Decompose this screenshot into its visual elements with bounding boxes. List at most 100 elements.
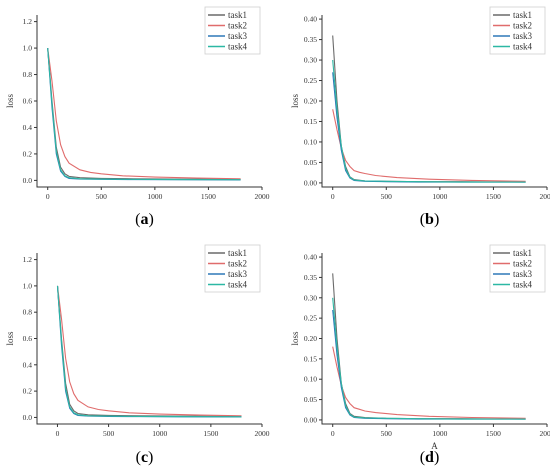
x-tick-label: 1000: [152, 429, 167, 438]
x-tick-label: 500: [96, 192, 108, 201]
y-tick-label: 0.35: [304, 273, 317, 282]
series-line-task1: [47, 48, 241, 180]
y-axis-label: loss: [5, 331, 15, 346]
series-line-task3: [332, 309, 526, 420]
x-tick-label: 500: [381, 429, 393, 438]
x-tick-label: 0: [46, 192, 50, 201]
y-tick-label: 0.10: [304, 375, 317, 384]
series-line-task4: [56, 285, 242, 418]
legend-label-task3: task3: [513, 31, 532, 41]
panel-label-letter: b: [425, 211, 434, 228]
axis-frame: [321, 253, 547, 425]
legend-label-task1: task1: [228, 248, 247, 258]
series-line-task3: [56, 285, 242, 418]
legend-label-task1: task1: [513, 10, 532, 20]
x-tick-label: 2000: [255, 192, 270, 201]
y-tick-label: 0.30: [304, 56, 317, 65]
y-tick-label: 0.40: [304, 253, 317, 262]
y-tick-label: 0.0: [23, 176, 33, 185]
y-tick-label: 0.00: [304, 178, 317, 187]
y-tick-label: 0.6: [23, 97, 33, 106]
axis-frame: [36, 253, 262, 425]
panel-label: (d): [420, 449, 440, 466]
legend-label-task3: task3: [228, 31, 247, 41]
legend-label-task2: task2: [228, 21, 247, 31]
y-tick-label: 0.10: [304, 137, 317, 146]
legend-label-task4: task4: [513, 42, 532, 52]
panel-label: (c): [136, 449, 154, 466]
y-axis-label: loss: [5, 94, 15, 109]
y-tick-label: 0.25: [304, 314, 317, 323]
legend-label-task4: task4: [228, 280, 247, 290]
x-tick-label: 1500: [486, 429, 501, 438]
x-tick-label: 2000: [540, 192, 550, 201]
x-tick-label: 2000: [255, 429, 270, 438]
series-line-task2: [332, 109, 526, 182]
y-tick-label: 0.30: [304, 293, 317, 302]
legend-label-task2: task2: [513, 21, 532, 31]
chart-panel-a: 0 500 1000 1500 2000 0.0 0.2 0.4 0.6 0.8 1.0 1.2 los…: [5, 6, 270, 228]
panel-label-letter: d: [425, 449, 434, 466]
y-tick-label: 0.6: [23, 334, 33, 343]
legend-label-task4: task4: [228, 42, 247, 52]
x-tick-label: 2000: [540, 429, 550, 438]
y-tick-label: 0.15: [304, 117, 317, 126]
series-line-task4: [332, 59, 526, 183]
y-tick-label: 0.4: [23, 360, 33, 369]
y-tick-label: 0.40: [304, 15, 317, 24]
x-tick-label: 1500: [203, 429, 218, 438]
series-line-task4: [332, 297, 526, 420]
x-tick-label: 1500: [201, 192, 216, 201]
x-tick-label: 0: [331, 192, 335, 201]
legend-label-task4: task4: [513, 280, 532, 290]
legend-label-task2: task2: [513, 259, 532, 269]
y-tick-label: 1.2: [23, 17, 33, 26]
axis-frame: [36, 15, 262, 188]
y-tick-label: 0.25: [304, 76, 317, 85]
x-tick-label: 1000: [432, 192, 447, 201]
series-line-task4: [47, 48, 241, 181]
axis-frame: [321, 15, 547, 188]
y-tick-label: 1.2: [23, 255, 33, 264]
x-tick-label: 1500: [486, 192, 501, 201]
series-line-task2: [332, 346, 526, 419]
x-axis-label: A: [431, 441, 438, 451]
y-tick-label: 0.00: [304, 415, 317, 424]
y-tick-label: 0.05: [304, 158, 317, 167]
panel-label: (b): [420, 211, 440, 228]
y-tick-label: 0.8: [23, 70, 33, 79]
x-tick-label: 0: [331, 429, 335, 438]
panel-label-letter: a: [141, 211, 149, 228]
series-line-task2: [56, 285, 242, 417]
series-line-task3: [332, 72, 526, 183]
series-line-task1: [332, 35, 526, 183]
legend-label-task2: task2: [228, 259, 247, 269]
chart-panel-c: 0 500 1000 1500 2000 0.0 0.2 0.4 0.6 0.8 1.0 1.2 los…: [5, 244, 270, 466]
x-tick-label: 1000: [432, 429, 447, 438]
y-tick-label: 1.0: [23, 281, 33, 290]
x-tick-label: 1000: [147, 192, 162, 201]
y-tick-label: 0.20: [304, 334, 317, 343]
y-tick-label: 0.8: [23, 308, 33, 317]
legend-label-task3: task3: [228, 269, 247, 279]
chart-panel-b: 0 500 1000 1500 2000 0.00 0.05 0.10 0.15 0.20 0.25…: [290, 6, 550, 228]
legend-label-task3: task3: [513, 269, 532, 279]
legend-label-task1: task1: [513, 248, 532, 258]
y-tick-label: 0.2: [23, 387, 33, 396]
panel-label: (a): [135, 211, 154, 228]
series-line-task2: [47, 48, 241, 180]
y-tick-label: 0.4: [23, 123, 33, 132]
chart-panel-d: 0 500 1000 1500 2000 0.00 0.05 0.10 0.15 0.20 0.25…: [290, 244, 550, 466]
x-tick-label: 500: [103, 429, 115, 438]
y-tick-label: 0.35: [304, 35, 317, 44]
panel-label-letter: c: [141, 449, 148, 466]
y-tick-label: 0.0: [23, 413, 33, 422]
y-tick-label: 0.20: [304, 97, 317, 106]
x-tick-label: 0: [56, 429, 60, 438]
y-tick-label: 0.05: [304, 395, 317, 404]
